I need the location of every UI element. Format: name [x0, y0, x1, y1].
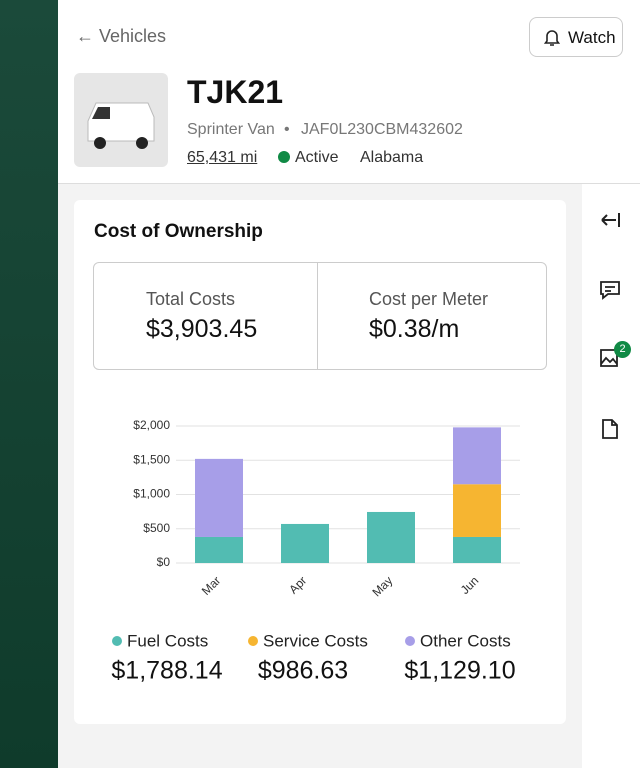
separator: • — [284, 121, 290, 138]
legend-dot — [405, 636, 415, 646]
y-tick-label: $500 — [143, 521, 170, 535]
x-tick-label: Apr — [286, 573, 309, 596]
stat-value: $0.38/m — [369, 315, 460, 343]
legend-dot — [248, 636, 258, 646]
y-tick-label: $1,000 — [133, 487, 170, 501]
y-tick-label: $0 — [157, 555, 171, 569]
legend-label: Other Costs — [420, 631, 511, 650]
badge: 2 — [614, 341, 631, 358]
y-tick-label: $1,500 — [133, 452, 170, 466]
stats-divider — [317, 263, 318, 369]
bar-segment — [453, 427, 501, 485]
location: Alabama — [360, 149, 424, 166]
vehicle-vin: JAF0L230CBM432602 — [301, 121, 463, 138]
document-icon[interactable] — [602, 419, 618, 439]
watch-button[interactable]: Watch — [529, 17, 623, 57]
x-tick-label: May — [369, 573, 395, 599]
stat-label: Total Costs — [146, 289, 236, 309]
bar-segment — [367, 511, 415, 563]
collapse-icon[interactable] — [601, 213, 620, 227]
photo-icon[interactable] — [600, 349, 618, 367]
comment-icon[interactable] — [600, 281, 620, 300]
card-title: Cost of Ownership — [94, 221, 263, 242]
x-tick-label: Mar — [199, 573, 224, 598]
rail-icons — [600, 213, 620, 439]
bar-segment — [195, 536, 243, 563]
bar-segment — [453, 536, 501, 563]
watch-text: Watch — [568, 28, 616, 47]
stats-box: Total Costs $3,903.45 Cost per Meter $0.… — [93, 262, 547, 370]
bell-icon — [543, 30, 561, 46]
stat-value: $3,903.45 — [146, 315, 258, 343]
back-link[interactable]: ← Vehicles — [76, 26, 167, 46]
x-tick-label: Jun — [458, 573, 482, 597]
y-tick-label: $2,000 — [133, 418, 170, 432]
status-dot — [278, 151, 290, 163]
legend-total: $986.63 — [258, 657, 348, 685]
legend-dot — [112, 636, 122, 646]
bar-segment — [453, 484, 501, 537]
vehicle-name: TJK21 — [187, 74, 284, 110]
legend-total: $1,129.10 — [404, 657, 515, 685]
back-text: Vehicles — [99, 26, 167, 46]
bar-segment — [281, 523, 329, 563]
sidebar — [0, 0, 58, 768]
meter[interactable]: 65,431 mi — [187, 149, 258, 166]
van-image — [87, 102, 155, 149]
legend-total: $1,788.14 — [111, 657, 222, 685]
legend-label: Fuel Costs — [127, 631, 208, 650]
bar-segment — [195, 458, 243, 537]
legend-label: Service Costs — [263, 631, 368, 650]
status: Active — [295, 149, 339, 166]
chart: $0 $500 $1,000 $1,500 $2,000 Mar Apr May Jun Fuel… — [111, 418, 520, 685]
vehicle-model: Sprinter Van — [187, 121, 275, 138]
vehicle-photo — [74, 73, 168, 167]
stat-label: Cost per Meter — [369, 289, 489, 309]
